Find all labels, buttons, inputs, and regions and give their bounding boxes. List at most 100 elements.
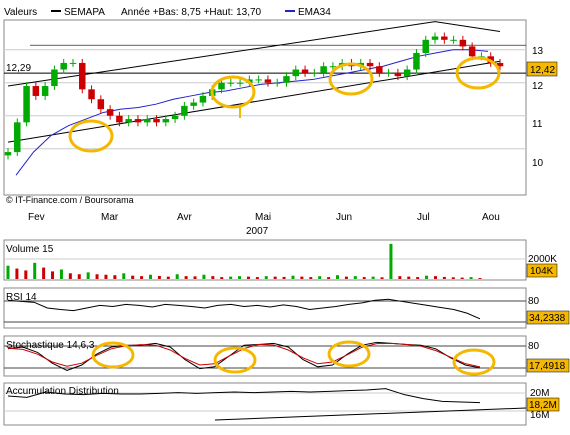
price-tick-13: 13 — [532, 46, 544, 57]
candle-body — [97, 99, 105, 110]
accdist-line — [7, 388, 481, 404]
volume-bar — [113, 275, 117, 279]
candle-body — [366, 62, 374, 67]
price-x-axis: Fev Mar Avr Mai Jun Jul Aou 2007 — [28, 212, 500, 237]
volume-bar — [300, 276, 304, 279]
candle-body — [413, 53, 420, 70]
volume-bar — [353, 276, 357, 279]
x-tick-aou: Aou — [482, 212, 500, 223]
volume-bar — [380, 277, 384, 279]
candle-body — [496, 62, 504, 67]
candle-body — [79, 62, 86, 90]
volume-bar — [86, 272, 90, 279]
x-tick-jun: Jun — [336, 212, 352, 223]
highlight-circle-2 — [328, 62, 374, 96]
candle-body — [431, 36, 439, 40]
volume-bar — [95, 274, 99, 279]
volume-bar — [104, 274, 108, 279]
volume-bar — [157, 275, 161, 279]
candle-body — [329, 66, 337, 68]
volume-bar — [282, 276, 286, 279]
candle-body — [255, 79, 262, 81]
stochastic-plot-area — [3, 335, 527, 377]
volume-bar — [42, 267, 46, 279]
volume-panel: Volume 15 2000K 104K — [3, 239, 558, 281]
year-stats: Année +Bas: 8,75 +Haut: 13,70 — [121, 7, 262, 18]
stoch-last-label: 17,4918 — [529, 361, 566, 372]
x-tick-mar: Mar — [101, 212, 119, 223]
candle-body — [23, 86, 30, 123]
price-tick-10: 10 — [532, 158, 544, 169]
highlight-circle-0 — [68, 119, 114, 153]
accdist-title: Accumulation Distribution — [6, 386, 119, 397]
volume-bar — [166, 276, 170, 279]
chart-header: Valeurs SEMAPA Année +Bas: 8,75 +Haut: 1… — [4, 7, 331, 18]
stoch-highlight-3 — [452, 348, 496, 376]
volume-bar — [264, 276, 268, 279]
volume-bar — [398, 276, 402, 279]
candle-body — [311, 72, 318, 74]
volume-badge — [526, 263, 558, 278]
volume-bar — [327, 277, 331, 279]
candle-body — [301, 69, 309, 73]
volume-bar — [193, 276, 197, 279]
candle-body — [4, 152, 12, 156]
candle-body — [422, 39, 429, 54]
candle-body — [199, 95, 207, 103]
year-label: 2007 — [246, 226, 269, 237]
ema-label: EMA34 — [298, 7, 331, 18]
volume-bar — [478, 278, 482, 279]
x-tick-jul: Jul — [417, 212, 430, 223]
volume-bar — [255, 277, 259, 279]
rsi-title: RSI 14 — [6, 292, 37, 303]
x-tick-avr: Avr — [177, 212, 192, 223]
volume-bar — [175, 274, 179, 279]
rsi-plot-area — [3, 287, 527, 329]
volume-bar — [131, 275, 135, 279]
stochastic-panel: Stochastique 14,6,3 80 17,4918 — [3, 335, 570, 377]
volume-bar — [77, 274, 81, 279]
volume-bar — [238, 276, 242, 279]
stoch-highlight-0 — [91, 341, 135, 369]
candle-body — [162, 119, 170, 123]
stock-name: SEMAPA — [64, 7, 105, 18]
volume-bar — [433, 276, 437, 279]
volume-bar — [389, 243, 393, 279]
candle-body — [273, 82, 281, 84]
rsi-tick-80: 80 — [528, 296, 540, 307]
candle-body — [88, 89, 95, 100]
volume-bar — [469, 277, 473, 279]
volume-bar — [442, 276, 446, 279]
candle-body — [441, 36, 448, 40]
candle-body — [385, 72, 392, 74]
volume-plot-area — [3, 239, 527, 281]
candle-body — [60, 62, 67, 70]
candle-body — [106, 109, 114, 116]
candle-body — [134, 119, 142, 123]
accdist-last-label: 18,2M — [529, 400, 557, 411]
volume-bar — [246, 276, 250, 279]
volume-bar — [416, 277, 420, 279]
volume-bar — [122, 273, 126, 279]
rsi-badge — [526, 310, 570, 325]
price-panel: 13 12 11 10 12,29 12,42 © IT-Finance.com… — [3, 19, 558, 205]
volume-bar — [148, 274, 152, 279]
candle-body — [320, 66, 327, 73]
volume-bar — [407, 276, 411, 279]
volume-bar — [291, 275, 295, 279]
volume-bar — [140, 276, 144, 279]
candle-body — [459, 39, 467, 47]
volume-last-label: 104K — [530, 266, 554, 277]
candle-body — [190, 102, 197, 106]
channel-upper-line — [7, 21, 501, 87]
volume-bar — [460, 277, 464, 279]
highlight-circle-1 — [210, 75, 256, 109]
candle-body — [51, 69, 58, 87]
ref-level-label: 12,29 — [6, 63, 31, 74]
price-tick-11: 11 — [532, 119, 543, 130]
candle-body — [171, 115, 179, 120]
volume-bar — [425, 275, 429, 279]
candle-body — [283, 76, 290, 83]
volume-bar — [309, 277, 313, 279]
